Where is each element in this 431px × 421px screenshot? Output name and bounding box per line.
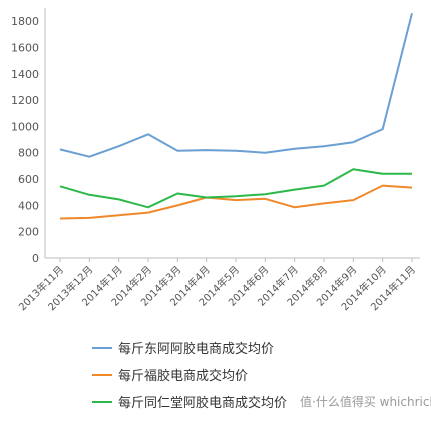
y-tick-label: 1000: [11, 120, 39, 133]
y-tick-label: 200: [18, 226, 39, 239]
y-axis-ticks: 0 200 400 600 800 1000 1200 1400 1600 1800: [11, 15, 39, 265]
y-tick-label: 1400: [11, 68, 39, 81]
legend-label-1: 每斤东阿阿胶电商成交均价: [118, 341, 274, 357]
y-tick-label: 1800: [11, 15, 39, 28]
series-line-2: [59, 184, 413, 220]
y-tick-label: 1200: [11, 94, 39, 107]
series-line-3: [59, 168, 412, 209]
series-lines: [59, 13, 413, 220]
watermark: 值·什么值得买 whichrich: [300, 394, 431, 409]
legend-label-3: 每斤同仁堂阿胶电商成交均价: [118, 395, 287, 411]
watermark-text: 值·什么值得买 whichrich: [300, 394, 431, 409]
y-tick-label: 1600: [11, 41, 39, 54]
y-tick-label: 0: [32, 252, 39, 265]
axes: [44, 8, 420, 259]
x-axis-ticks: 2013年11月2013年12月2014年1月2014年2月2014年3月201…: [16, 258, 418, 313]
legend-label-2: 每斤福胶电商成交均价: [118, 368, 248, 384]
y-tick-label: 400: [18, 199, 39, 212]
y-tick-label: 800: [18, 147, 39, 160]
y-tick-label: 600: [18, 173, 39, 186]
series-line-1: [59, 13, 413, 158]
